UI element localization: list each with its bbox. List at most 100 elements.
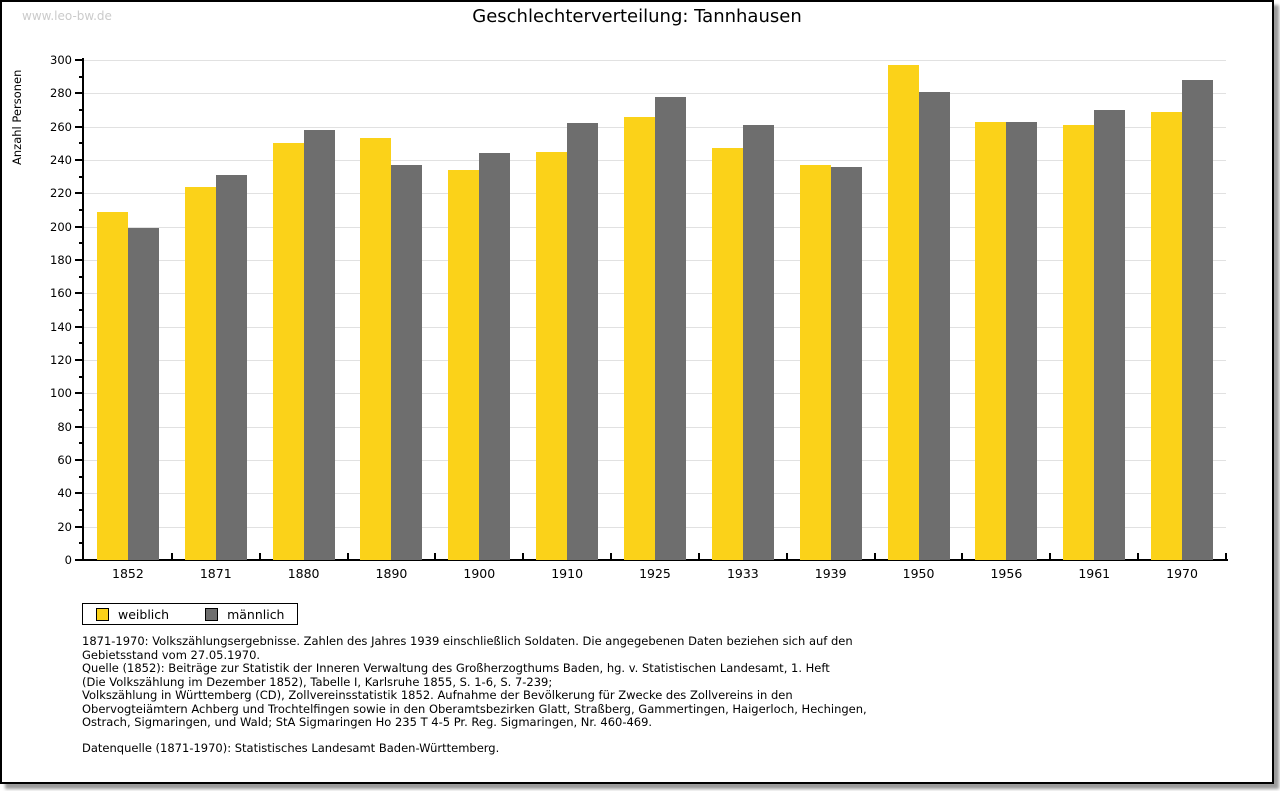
y-tick bbox=[79, 342, 84, 345]
x-tick bbox=[785, 553, 788, 560]
x-tick bbox=[1049, 553, 1052, 560]
y-tick bbox=[75, 125, 84, 128]
y-tick bbox=[75, 492, 84, 495]
bar-1956-weiblich bbox=[975, 121, 1007, 560]
x-tick bbox=[1225, 553, 1227, 560]
bar-1950-weiblich bbox=[887, 65, 919, 560]
legend: weiblich männlich bbox=[82, 603, 299, 625]
bar-1939-männlich bbox=[830, 166, 862, 560]
bar-1950-männlich bbox=[918, 91, 950, 560]
x-tick bbox=[170, 553, 173, 560]
y-tick-label: 0 bbox=[64, 553, 72, 567]
y-tick bbox=[75, 292, 84, 295]
x-tick-label: 1890 bbox=[375, 566, 408, 581]
footnote-line: 1871-1970: Volkszählungsergebnisse. Zahl… bbox=[82, 634, 853, 648]
plot-area bbox=[84, 60, 1226, 560]
x-tick-label: 1910 bbox=[551, 566, 584, 581]
x-tick-label: 1970 bbox=[1166, 566, 1198, 581]
bar-1925-männlich bbox=[655, 96, 686, 560]
bar-1871-männlich bbox=[215, 175, 247, 560]
y-tick bbox=[79, 509, 84, 511]
x-tick bbox=[697, 553, 700, 560]
y-tick bbox=[75, 192, 84, 195]
y-tick bbox=[79, 475, 84, 478]
y-tick bbox=[79, 109, 84, 111]
y-tick-label: 80 bbox=[57, 419, 72, 434]
y-tick-label: 280 bbox=[50, 86, 72, 101]
footnote-line: Quelle (1852): Beiträge zur Statistik de… bbox=[82, 661, 830, 675]
x-tick-label: 1961 bbox=[1078, 566, 1111, 581]
bar-1852-weiblich bbox=[96, 211, 128, 560]
footnote-line: Volkszählung in Württemberg (CD), Zollve… bbox=[82, 688, 793, 702]
legend-item-maennlich: männlich bbox=[205, 607, 284, 622]
chart-title: Geschlechterverteilung: Tannhausen bbox=[472, 6, 802, 27]
bar-1910-weiblich bbox=[536, 151, 568, 560]
y-tick-label: 180 bbox=[50, 253, 72, 267]
x-axis-line bbox=[82, 559, 1228, 561]
y-tick bbox=[75, 59, 84, 61]
legend-item-weiblich: weiblich bbox=[96, 607, 169, 622]
bar-1956-männlich bbox=[1006, 121, 1038, 560]
x-tick-label: 1880 bbox=[287, 566, 320, 581]
x-tick bbox=[522, 553, 525, 560]
y-tick bbox=[75, 392, 84, 395]
bar-1890-männlich bbox=[391, 165, 423, 560]
bar-1933-weiblich bbox=[711, 148, 743, 560]
bar-1933-männlich bbox=[742, 125, 774, 560]
y-tick bbox=[79, 375, 84, 378]
x-tick-label: 1852 bbox=[112, 566, 144, 581]
bar-1970-männlich bbox=[1182, 80, 1214, 560]
x-tick bbox=[434, 553, 437, 560]
bar-1900-männlich bbox=[479, 153, 511, 560]
bar-1900-weiblich bbox=[448, 170, 480, 560]
y-tick-label: 300 bbox=[50, 53, 72, 67]
y-tick bbox=[79, 442, 84, 445]
bar-1880-männlich bbox=[303, 130, 335, 560]
y-tick bbox=[79, 209, 84, 211]
x-tick bbox=[346, 553, 349, 560]
bar-1961-weiblich bbox=[1063, 125, 1095, 560]
y-tick bbox=[79, 275, 84, 278]
x-tick bbox=[961, 553, 964, 560]
y-tick-label: 140 bbox=[50, 319, 72, 334]
bar-1961-männlich bbox=[1094, 110, 1126, 560]
y-tick bbox=[75, 92, 84, 95]
y-tick bbox=[79, 309, 84, 311]
y-tick bbox=[75, 259, 84, 261]
x-tick bbox=[1137, 553, 1140, 560]
x-tick bbox=[258, 553, 261, 560]
y-tick-label: 200 bbox=[50, 219, 72, 234]
y-tick bbox=[79, 242, 84, 245]
y-axis-label: Anzahl Personen bbox=[10, 69, 24, 165]
x-tick-label: 1871 bbox=[199, 566, 232, 581]
bar-1852-männlich bbox=[127, 228, 159, 560]
y-tick-label: 40 bbox=[57, 486, 72, 501]
bar-1970-weiblich bbox=[1151, 111, 1183, 560]
y-tick bbox=[75, 225, 84, 228]
y-tick bbox=[75, 425, 84, 428]
y-tick-label: 260 bbox=[50, 119, 72, 134]
weiblich-swatch-icon bbox=[96, 607, 109, 621]
x-tick-label: 1956 bbox=[990, 566, 1023, 581]
y-tick bbox=[75, 525, 84, 528]
y-tick bbox=[75, 325, 84, 328]
bar-1910-männlich bbox=[567, 123, 599, 560]
site-watermark: www.leo-bw.de bbox=[22, 9, 112, 23]
y-tick bbox=[79, 75, 84, 78]
x-tick bbox=[610, 553, 613, 560]
y-tick bbox=[75, 559, 84, 561]
y-tick bbox=[79, 142, 84, 145]
footnote-line: Gebietsstand vom 27.05.1970. bbox=[82, 647, 261, 662]
y-tick-label: 240 bbox=[50, 153, 72, 167]
maennlich-swatch-icon bbox=[205, 607, 219, 621]
bar-1939-weiblich bbox=[799, 165, 831, 560]
gridline bbox=[84, 93, 1226, 95]
datasource-note: Datenquelle (1871-1970): Statistisches L… bbox=[82, 741, 500, 755]
y-tick bbox=[79, 542, 84, 545]
legend-label: weiblich bbox=[118, 606, 170, 622]
y-tick-label: 20 bbox=[57, 519, 72, 534]
footnote-line: Ostrach, Sigmaringen, und Wald; StA Sigm… bbox=[82, 715, 653, 729]
bar-1925-weiblich bbox=[624, 116, 655, 560]
footnote-line: (Die Volkszählung im Dezember 1852), Tab… bbox=[82, 674, 553, 689]
y-axis-line bbox=[82, 58, 84, 561]
